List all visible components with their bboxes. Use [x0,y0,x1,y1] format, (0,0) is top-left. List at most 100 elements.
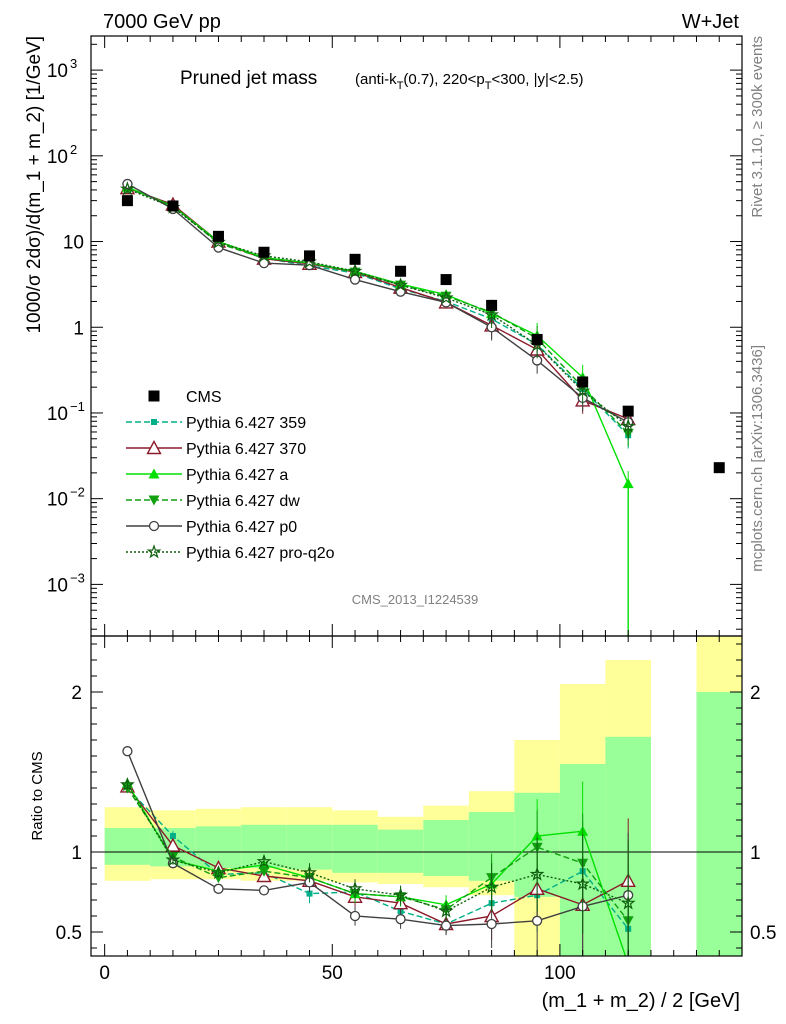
band-green-bin [377,829,424,873]
cms-data-point [486,299,498,311]
y-tick-label: 10 [47,147,68,168]
ratio-point [623,959,634,969]
x-tick-label: 50 [322,963,343,984]
data-point [575,383,591,398]
cms-data-point [713,462,725,474]
data-point [620,418,636,433]
ratio-line [126,784,629,912]
data-series [121,195,725,474]
y-tick-label: 10 [47,61,68,82]
mcplots-reference-label: mcplots.cern.ch [arXiv:1306.3436] [749,345,766,572]
ratio-point [165,852,181,867]
ratio-y-tick-label-right: 2 [750,683,761,704]
ratio-point [484,879,500,894]
ratio-point [258,866,270,877]
energy-label: 7000 GeV pp [103,11,221,33]
y-tick-label: 10 [47,490,68,511]
series-line [127,187,629,420]
ratio-uncertainty-bands [104,636,742,956]
legend-marker [148,390,160,402]
y-tick-exponent: 2 [70,142,77,157]
cms-data-point [212,230,224,242]
y-tick-label: 10 [47,404,68,425]
data-point [349,274,361,285]
ratio-y-tick-label-right: 1 [750,843,761,864]
legend-marker [146,544,162,559]
data-point [349,267,361,278]
ratio-y-tick-label-right: 0.5 [750,923,776,944]
cms-data-point [440,274,452,286]
legend-label: Pythia 6.427 359 [186,415,306,432]
process-label: W+Jet [682,11,740,33]
band-green-bin [104,828,151,865]
band-green-bin [696,692,742,956]
data-point [622,478,634,489]
ratio-line [126,782,627,956]
y-tick-label: 10 [47,575,68,596]
y-tick-label: 1 [73,318,84,339]
cms-data-point [349,253,361,265]
ratio-point [122,746,133,757]
legend-item: Pythia 6.427 dw [126,493,300,510]
rivet-version-label: Rivet 3.1.10, ≥ 300k events [749,36,766,218]
ratio-point [347,881,363,896]
ratio-point [211,864,226,880]
legend-label: CMS [186,389,222,406]
x-axis-label: (m_1 + m_2) / 2 [GeV] [542,990,740,1012]
ratio-point [306,890,313,897]
cms-data-point [167,200,179,212]
ratio-series-layer [91,746,742,969]
ratio-y-axis-label: Ratio to CMS [29,751,46,840]
main-y-axis-label: 1000/σ 2dσ)/d(m_1 + m_2) [1/GeV] [24,36,45,334]
band-green-bin [286,824,333,870]
ratio-point [169,833,176,839]
band-green-bin [423,820,469,876]
ratio-y-tick-label: 2 [71,683,82,704]
ratio-line [126,750,629,927]
legend-label: Pythia 6.427 pro-q2o [186,545,335,562]
ratio-point [213,883,224,894]
legend-item-cms: CMS [148,389,222,406]
ratio-y-tick-label: 0.5 [56,923,82,944]
x-tick-label: 0 [99,963,110,984]
series-line [127,187,629,434]
series-line [127,188,629,427]
ratio-point [575,876,591,891]
series-line [127,186,629,484]
ratio-point [620,895,636,910]
analysis-watermark: CMS_2013_I1224539 [352,592,479,607]
ratio-point [395,914,406,925]
y-tick-exponent: −1 [70,399,85,414]
ratio-y-tick-label: 1 [71,843,82,864]
series-0 [124,185,632,449]
y-tick-exponent: −2 [70,485,85,500]
x-tick-label: 100 [544,963,576,984]
y-tick-label: 10 [63,233,84,254]
ratio-series-5 [119,776,636,956]
data-point [438,290,454,305]
y-tick-exponent: 3 [70,56,77,71]
legend-label: Pythia 6.427 dw [186,493,300,510]
ratio-point [119,776,135,792]
legend-label: Pythia 6.427 a [186,467,288,484]
legend-item: Pythia 6.427 pro-q2o [126,544,335,562]
cms-data-point [121,195,133,207]
data-point [119,181,135,196]
cms-data-point [622,405,634,417]
ratio-point [438,903,454,918]
legend-item: Pythia 6.427 p0 [126,519,297,536]
ratio-point [440,920,452,931]
legend-label: Pythia 6.427 370 [186,441,306,458]
legend-marker [148,495,160,506]
data-point [347,263,363,278]
legend-item: Pythia 6.427 370 [126,440,306,458]
ratio-point [349,910,361,922]
series-3 [121,183,634,447]
legend-item: Pythia 6.427 a [126,467,288,484]
main-series-layer [119,178,725,636]
legend-item: Pythia 6.427 359 [126,415,306,432]
data-point [213,242,224,253]
ratio-point [258,885,270,896]
